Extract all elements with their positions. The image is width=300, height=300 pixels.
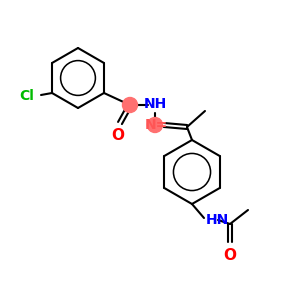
Text: Cl: Cl xyxy=(19,89,34,103)
Text: HN: HN xyxy=(206,213,229,227)
Circle shape xyxy=(148,118,163,133)
Circle shape xyxy=(122,98,137,112)
Text: O: O xyxy=(112,128,124,143)
Text: O: O xyxy=(224,248,236,263)
Text: N=: N= xyxy=(144,118,168,132)
Text: NH: NH xyxy=(143,97,167,111)
